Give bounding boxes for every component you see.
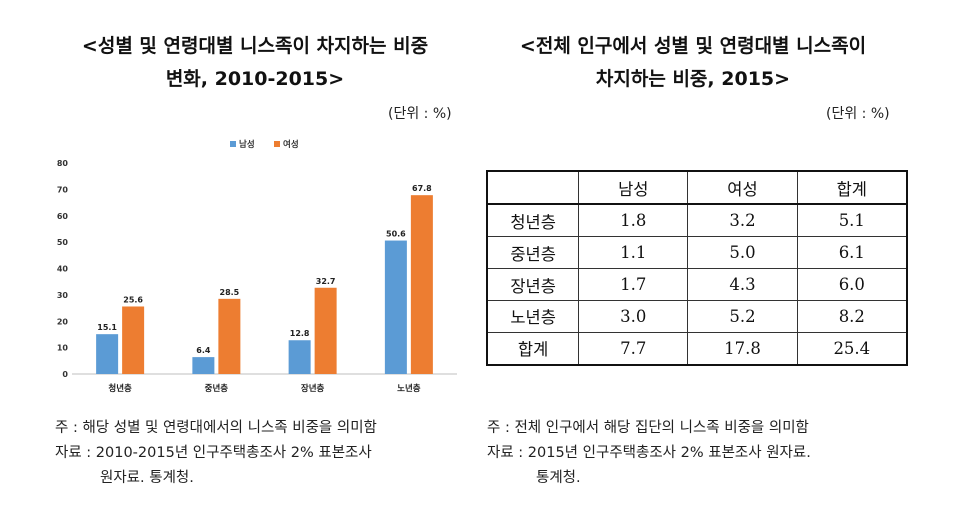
y-tick-label: 80 — [57, 159, 69, 168]
y-tick-label: 40 — [57, 265, 69, 274]
bar — [96, 334, 119, 374]
left-chart-title: <성별 및 연령대별 니스족이 차지하는 비중 변화, 2010-2015> — [40, 30, 470, 96]
bar-data-label: 28.5 — [220, 288, 240, 297]
table-cell: 25.4 — [796, 331, 908, 366]
table-cell: 1.7 — [578, 268, 689, 302]
y-tick-label: 60 — [57, 212, 69, 221]
bar-data-label: 15.1 — [97, 323, 117, 332]
table-cell: 5.2 — [687, 300, 798, 333]
y-tick-label: 20 — [57, 317, 69, 326]
bar-data-label: 12.8 — [290, 329, 310, 338]
left-title-line1: <성별 및 연령대별 니스족이 차지하는 비중 — [81, 35, 429, 57]
bar — [288, 340, 311, 374]
x-tick-label: 중년층 — [205, 383, 229, 394]
right-unit-label: (단위 : %) — [826, 106, 890, 122]
table-row: 합계 7.7 17.8 25.4 — [486, 331, 908, 366]
table-cell: 1.8 — [578, 203, 689, 238]
left-source-cont: 원자료. 통계청. — [100, 470, 194, 486]
table-row: 청년층 1.8 3.2 5.1 — [486, 203, 908, 238]
table-cell: 청년층 — [486, 203, 580, 238]
table-row: 노년층 3.0 5.2 8.2 — [486, 300, 908, 333]
bar — [122, 306, 145, 374]
bar — [192, 357, 215, 374]
table-header-cell: 여성 — [687, 170, 798, 206]
right-table-title: <전체 인구에서 성별 및 연령대별 니스족이 차지하는 비중, 2015> — [478, 30, 908, 96]
bar-data-label: 32.7 — [316, 277, 336, 286]
table-header-cell — [486, 170, 580, 206]
legend-swatch — [274, 141, 280, 147]
x-tick-label: 장년층 — [301, 383, 325, 394]
x-tick-label: 노년층 — [397, 383, 421, 394]
y-tick-label: 10 — [57, 344, 69, 353]
bar — [384, 240, 407, 374]
y-tick-label: 0 — [62, 370, 68, 379]
table-cell: 노년층 — [486, 300, 580, 333]
table-cell: 5.0 — [687, 236, 798, 270]
table-cell: 3.2 — [687, 203, 798, 238]
right-title-line2: 차지하는 비중, 2015> — [595, 68, 791, 90]
table-cell: 7.7 — [578, 331, 689, 366]
y-tick-label: 30 — [57, 291, 69, 300]
left-note: 주 : 해당 성별 및 연령대에서의 니스족 비중을 의미함 — [55, 420, 377, 436]
table-cell: 중년층 — [486, 236, 580, 270]
right-note: 주 : 전체 인구에서 해당 집단의 니스족 비중을 의미함 — [487, 420, 809, 436]
data-table: 남성 여성 합계 청년층 1.8 3.2 5.1 중년층 1.1 5.0 6.1 장년층 1.7 4.3 6… — [486, 170, 908, 366]
table-cell: 8.2 — [796, 300, 908, 333]
bar-data-label: 67.8 — [412, 184, 432, 193]
left-unit-label: (단위 : %) — [388, 106, 452, 122]
bar-data-label: 6.4 — [196, 346, 211, 355]
table-row: 중년층 1.1 5.0 6.1 — [486, 236, 908, 270]
table-row: 장년층 1.7 4.3 6.0 — [486, 268, 908, 302]
table-cell: 4.3 — [687, 268, 798, 302]
left-source: 자료 : 2010-2015년 인구주택총조사 2% 표본조사 — [55, 445, 372, 461]
left-title-line2: 변화, 2010-2015> — [165, 68, 345, 90]
bar-data-label: 50.6 — [386, 230, 406, 239]
y-tick-label: 70 — [57, 185, 69, 194]
legend-label: 남성 — [239, 139, 255, 150]
table-cell: 합계 — [486, 331, 580, 366]
table-cell: 1.1 — [578, 236, 689, 270]
table-header-row: 남성 여성 합계 — [486, 170, 908, 206]
table-cell: 3.0 — [578, 300, 689, 333]
bar — [410, 195, 433, 374]
bar — [218, 298, 241, 374]
table-cell: 6.1 — [796, 236, 908, 270]
table-cell: 장년층 — [486, 268, 580, 302]
bar-data-label: 25.6 — [123, 295, 143, 304]
table-cell: 6.0 — [796, 268, 908, 302]
table-header-cell: 남성 — [578, 170, 689, 206]
table-cell: 5.1 — [796, 203, 908, 238]
bar — [314, 287, 337, 374]
bar-chart: 0 10 20 30 40 50 60 70 80 남성 여성 15.1 25.6 청년층 6.4 28.5 중… — [52, 133, 462, 403]
right-source: 자료 : 2015년 인구주택총조사 2% 표본조사 원자료. — [487, 445, 811, 461]
legend-swatch — [230, 141, 236, 147]
legend-label: 여성 — [283, 139, 299, 150]
table-header-cell: 합계 — [796, 170, 908, 206]
right-title-line1: <전체 인구에서 성별 및 연령대별 니스족이 — [519, 35, 867, 57]
x-tick-label: 청년층 — [108, 383, 132, 394]
table-cell: 17.8 — [687, 331, 798, 366]
right-source-cont: 통계청. — [536, 470, 581, 486]
bar-chart-svg: 0 10 20 30 40 50 60 70 80 남성 여성 15.1 25.6 청년층 6.4 28.5 중… — [57, 139, 457, 394]
y-tick-label: 50 — [57, 238, 69, 247]
